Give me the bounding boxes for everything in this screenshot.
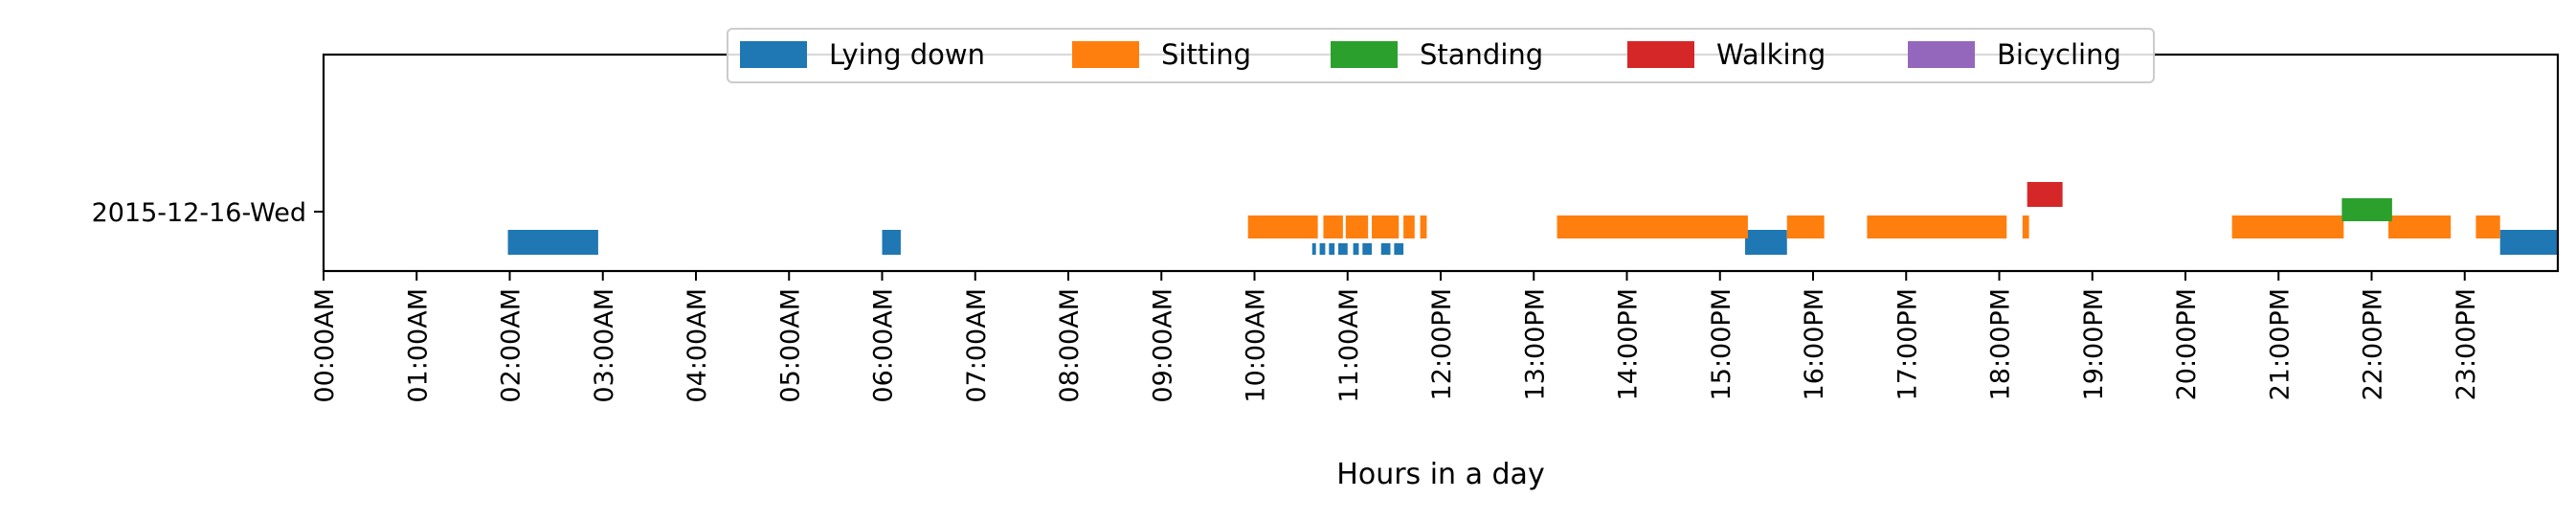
bar-lying-down-5 — [1338, 243, 1348, 255]
legend-swatch-walking — [1627, 41, 1694, 68]
bar-lying-down-6 — [1353, 243, 1359, 255]
x-tick-label-16: 16:00PM — [1800, 288, 1829, 400]
x-tick-label-9: 09:00AM — [1148, 288, 1177, 403]
x-tick-label-5: 05:00AM — [775, 288, 805, 403]
bar-sitting-11 — [2388, 215, 2452, 238]
x-tick-label-18: 18:00PM — [1986, 288, 2016, 400]
bar-sitting-7 — [1786, 215, 1825, 238]
bar-sitting-12 — [2475, 215, 2500, 238]
x-tick-label-13: 13:00PM — [1520, 288, 1550, 400]
bars-layer — [507, 182, 2558, 255]
x-tick-label-6: 06:00AM — [869, 288, 899, 403]
legend-swatch-standing — [1331, 41, 1398, 68]
x-tick-label-10: 10:00AM — [1242, 288, 1271, 403]
bar-sitting-0 — [1247, 215, 1318, 238]
bar-sitting-10 — [2231, 215, 2344, 238]
x-axis-title: Hours in a day — [1336, 458, 1544, 491]
x-tick-label-1: 01:00AM — [403, 288, 433, 403]
legend-item-standing[interactable]: Standing — [1331, 38, 1543, 71]
legend-swatch-bicycling — [1908, 41, 1975, 68]
legend-label-lying-down: Lying down — [829, 38, 985, 71]
x-tick-label-22: 22:00PM — [2359, 288, 2388, 400]
x-tick-label-7: 07:00AM — [962, 288, 992, 403]
x-tick-label-0: 00:00AM — [310, 288, 340, 403]
x-tick-label-17: 17:00PM — [1893, 288, 1922, 400]
bar-lying-down-8 — [1380, 243, 1391, 255]
legend-item-lying-down[interactable]: Lying down — [740, 38, 985, 71]
bar-lying-down-10 — [1745, 230, 1787, 255]
bar-walking-0 — [2027, 182, 2063, 207]
bar-sitting-5 — [1420, 215, 1427, 238]
x-tick-label-12: 12:00PM — [1427, 288, 1457, 400]
x-tick-label-21: 21:00PM — [2265, 288, 2295, 400]
bar-lying-down-4 — [1329, 243, 1335, 255]
x-tick-label-11: 11:00AM — [1334, 288, 1364, 403]
x-tick-label-3: 03:00AM — [590, 288, 619, 403]
legend-swatch-sitting — [1072, 41, 1139, 68]
bar-lying-down-1 — [882, 230, 901, 255]
bar-sitting-8 — [1867, 215, 2007, 238]
plot-frame — [322, 53, 2560, 273]
legend-item-sitting[interactable]: Sitting — [1072, 38, 1251, 71]
bar-sitting-3 — [1372, 215, 1400, 238]
x-tick-label-2: 02:00AM — [497, 288, 526, 403]
legend-label-bicycling: Bicycling — [1997, 38, 2121, 71]
x-tick-label-4: 04:00AM — [683, 288, 712, 403]
bar-standing-0 — [2341, 198, 2392, 221]
x-tick-label-8: 08:00AM — [1055, 288, 1085, 403]
bar-sitting-2 — [1345, 215, 1369, 238]
bar-sitting-4 — [1403, 215, 1415, 238]
x-tick-label-19: 19:00PM — [2079, 288, 2109, 400]
legend-item-bicycling[interactable]: Bicycling — [1908, 38, 2121, 71]
legend-label-walking: Walking — [1716, 38, 1826, 71]
y-tick-label-0: 2015-12-16-Wed — [92, 198, 306, 228]
x-tick-label-15: 15:00PM — [1707, 288, 1736, 400]
bar-lying-down-9 — [1394, 243, 1404, 255]
bar-lying-down-3 — [1319, 243, 1326, 255]
bar-lying-down-11 — [2499, 230, 2558, 255]
x-tick-label-23: 23:00PM — [2452, 288, 2481, 400]
legend-item-walking[interactable]: Walking — [1627, 38, 1826, 71]
y-axis: 2015-12-16-Wed — [92, 198, 324, 228]
bar-lying-down-0 — [507, 230, 598, 255]
bar-sitting-6 — [1557, 215, 1748, 238]
x-tick-label-14: 14:00PM — [1614, 288, 1644, 400]
legend-swatch-lying-down — [740, 41, 807, 68]
legend[interactable]: Lying down Sitting Standing Walking Bicyclin… — [727, 28, 2155, 83]
bar-sitting-1 — [1323, 215, 1343, 238]
bar-sitting-9 — [2022, 215, 2029, 238]
legend-label-sitting: Sitting — [1161, 38, 1251, 71]
x-tick-label-20: 20:00PM — [2172, 288, 2202, 400]
legend-label-standing: Standing — [1420, 38, 1543, 71]
bar-lying-down-2 — [1311, 243, 1316, 255]
x-axis: 00:00AM 01:00AM 02:00AM 03:00AM 04:00AM 05:00… — [310, 271, 2481, 403]
bar-lying-down-7 — [1362, 243, 1373, 255]
